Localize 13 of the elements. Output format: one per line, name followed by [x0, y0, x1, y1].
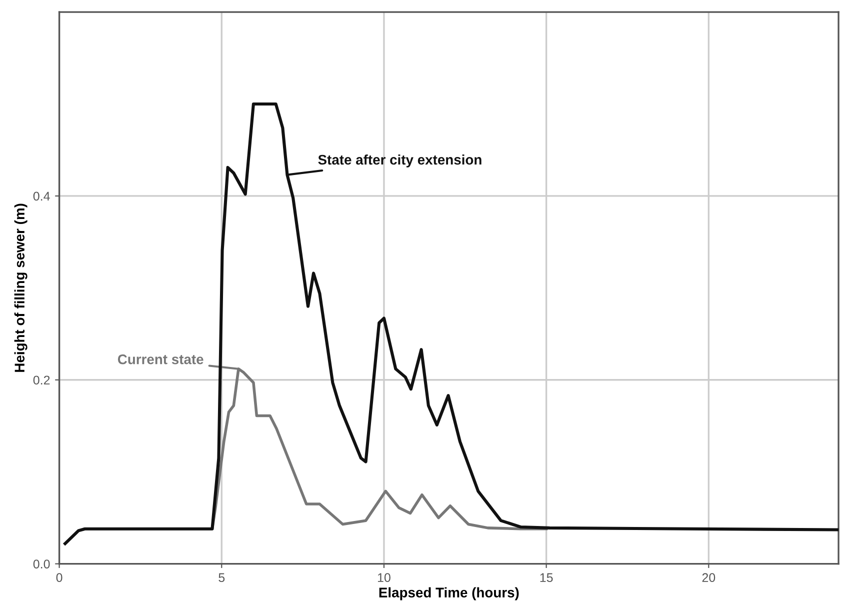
x-tick-label: 5: [218, 573, 225, 582]
y-axis-title: Height of filling sewer (m): [14, 204, 28, 372]
x-tick-label: 0: [56, 573, 62, 582]
text: State after city extension: [318, 154, 482, 168]
line-series: [64, 102, 839, 546]
x-tick-label: 10: [378, 573, 390, 582]
legend-label: Current state: [118, 354, 204, 364]
y-tick-label: 0.0: [33, 560, 50, 568]
y-tick-label: 0.4: [33, 192, 50, 201]
x-tick-label: 15: [540, 573, 553, 582]
y-tick-label: 0.2: [33, 376, 50, 385]
x-axis-title: Elapsed Time (hours): [379, 587, 519, 600]
x-tick-label: 20: [702, 573, 716, 582]
